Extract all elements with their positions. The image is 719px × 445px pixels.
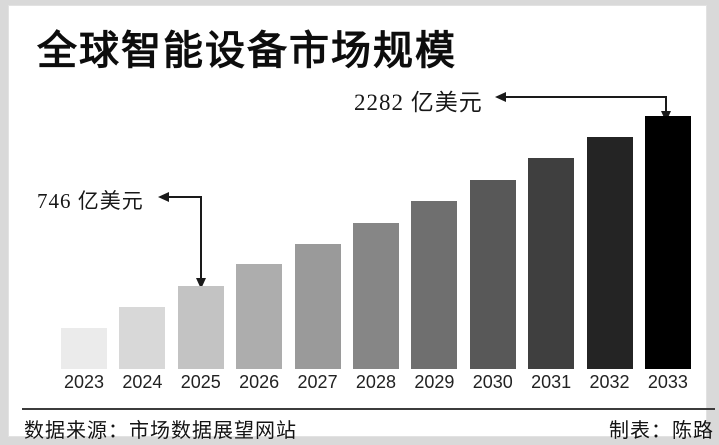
bar-column-2031: 2031: [528, 158, 575, 392]
year-label: 2025: [180, 372, 221, 392]
bar-column-2024: 2024: [119, 307, 166, 392]
bar-column-2033: 2033: [644, 116, 691, 392]
bar-2033: [644, 116, 691, 369]
credit-text: 制表：陈路: [609, 420, 714, 442]
bar-2030: [469, 180, 516, 369]
bar-column-2030: 2030: [469, 180, 516, 392]
bar-2025: [177, 286, 224, 369]
infographic-card: 全球智能设备市场规模 2282 亿美元 746 亿美元 2023 2024 2025…: [8, 5, 715, 442]
bar-2024: [119, 307, 166, 369]
bar-chart: 2023 2024 2025 2026 2027 2028 2029 2030 2031 2032…: [61, 116, 691, 391]
bar-column-2023: 2023: [61, 328, 107, 391]
bar-2028: [352, 223, 399, 369]
bar-2032: [586, 137, 633, 369]
annotation-left-hline: [168, 196, 202, 198]
arrowhead-left-icon: [495, 92, 506, 102]
arrowhead-left-icon: [158, 192, 169, 202]
year-label: 2030: [472, 372, 513, 392]
footer-divider: [22, 408, 715, 410]
year-label: 2026: [239, 372, 280, 392]
annotation-left-vline: [200, 196, 202, 280]
bar-column-2029: 2029: [411, 201, 458, 392]
annotation-top-hline: [504, 96, 667, 98]
year-label: 2031: [531, 372, 572, 392]
annotation-left-label: 746 亿美元: [37, 189, 144, 213]
bar-2029: [411, 201, 458, 369]
year-label: 2023: [63, 372, 105, 392]
data-source-text: 数据来源：市场数据展望网站: [24, 420, 297, 442]
year-label: 2024: [122, 372, 163, 392]
year-label: 2033: [647, 372, 688, 392]
annotation-top-vline: [665, 96, 667, 113]
year-label: 2029: [414, 372, 455, 392]
bar-column-2028: 2028: [352, 223, 399, 392]
year-label: 2032: [589, 372, 630, 392]
bar-column-2025: 2025: [177, 286, 224, 392]
chart-title: 全球智能设备市场规模: [37, 28, 457, 73]
annotation-top-label: 2282 亿美元: [354, 90, 483, 115]
bar-2027: [294, 244, 341, 369]
bar-column-2032: 2032: [586, 137, 633, 392]
bar-2023: [61, 328, 107, 369]
bar-2031: [528, 158, 575, 369]
bar-2026: [236, 264, 283, 369]
year-label: 2027: [297, 372, 338, 392]
year-label: 2028: [355, 372, 396, 392]
bar-column-2027: 2027: [294, 244, 341, 392]
arrowhead-down-icon: [196, 278, 206, 289]
footer: 数据来源：市场数据展望网站 制表：陈路: [24, 414, 714, 443]
bar-column-2026: 2026: [236, 264, 283, 392]
